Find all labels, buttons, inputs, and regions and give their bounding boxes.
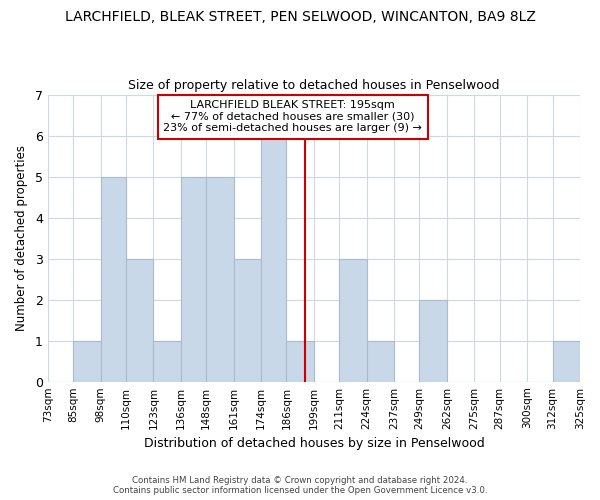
Bar: [126, 258, 154, 382]
Y-axis label: Number of detached properties: Number of detached properties: [15, 145, 28, 331]
Title: Size of property relative to detached houses in Penselwood: Size of property relative to detached ho…: [128, 79, 500, 92]
Text: Contains HM Land Registry data © Crown copyright and database right 2024.
Contai: Contains HM Land Registry data © Crown c…: [113, 476, 487, 495]
Bar: [367, 340, 394, 382]
Bar: [286, 340, 314, 382]
Bar: [339, 258, 367, 382]
Bar: [154, 340, 181, 382]
Bar: [553, 340, 580, 382]
Bar: [261, 136, 286, 382]
Bar: [73, 340, 101, 382]
Text: LARCHFIELD BLEAK STREET: 195sqm
← 77% of detached houses are smaller (30)
23% of: LARCHFIELD BLEAK STREET: 195sqm ← 77% of…: [163, 100, 422, 134]
Bar: [206, 176, 233, 382]
X-axis label: Distribution of detached houses by size in Penselwood: Distribution of detached houses by size …: [143, 437, 484, 450]
Bar: [181, 176, 206, 382]
Bar: [101, 176, 126, 382]
Bar: [419, 300, 447, 382]
Text: LARCHFIELD, BLEAK STREET, PEN SELWOOD, WINCANTON, BA9 8LZ: LARCHFIELD, BLEAK STREET, PEN SELWOOD, W…: [65, 10, 535, 24]
Bar: [233, 258, 261, 382]
